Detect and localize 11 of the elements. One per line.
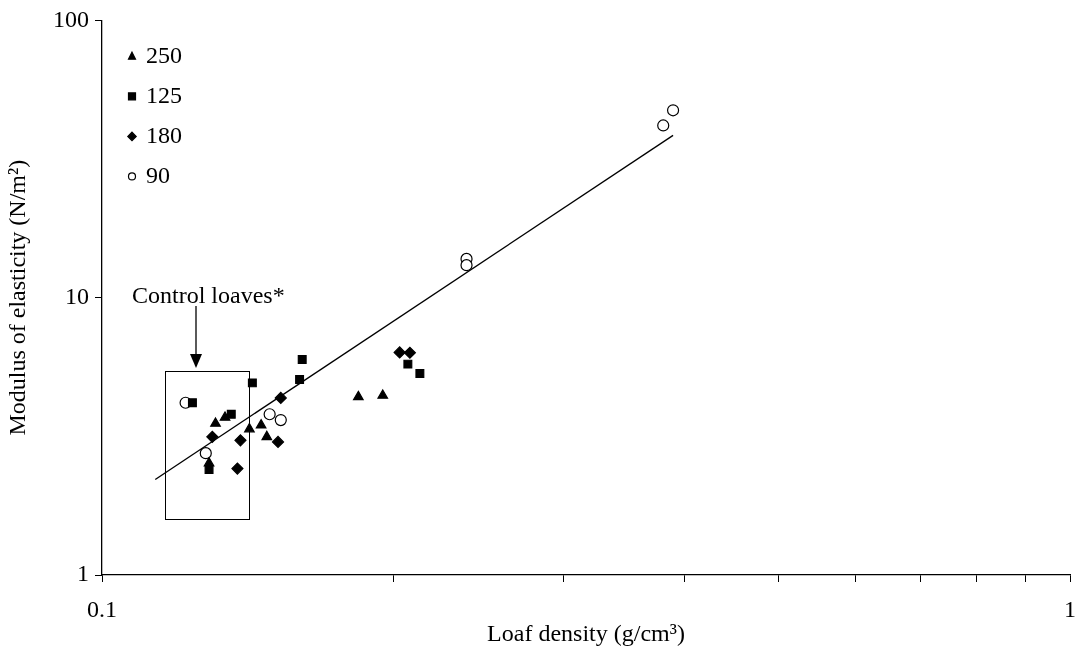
legend-label: 90 (146, 161, 170, 188)
legend-label: 180 (146, 121, 182, 148)
y-axis-title: Modulus of elasticity (N/m²) (3, 159, 30, 436)
y-tick-label: 1 (77, 560, 89, 587)
y-tick-label: 100 (53, 5, 89, 32)
y-tick-label: 10 (65, 283, 89, 309)
legend-label: 250 (146, 41, 182, 68)
x-axis-title: Loaf density (g/cm³) (487, 619, 685, 646)
legend-label: 125 (146, 81, 182, 108)
x-tick-label: 0.1 (87, 595, 117, 622)
annotation: Control loaves* (132, 282, 285, 309)
